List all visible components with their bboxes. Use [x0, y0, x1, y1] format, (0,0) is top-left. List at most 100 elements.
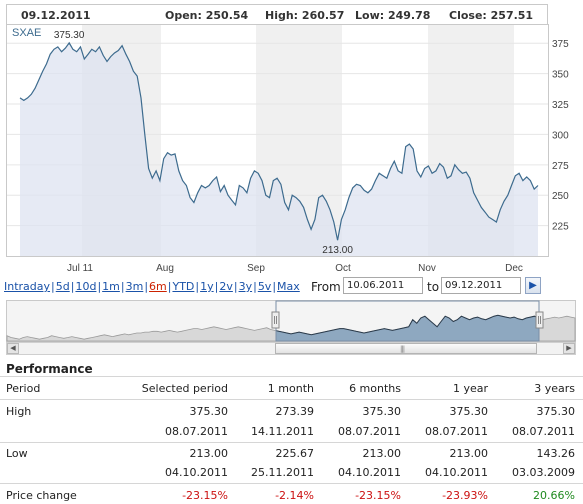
- extreme-value-label: 213.00: [322, 245, 353, 256]
- quote-date: 09.12.2011: [21, 9, 91, 22]
- table-cell: 213.00: [189, 447, 229, 460]
- table-row: Price change -23.15% -2.14% -23.15% -23.…: [0, 485, 583, 504]
- y-tick-label: 250: [552, 191, 569, 202]
- scroll-right-button[interactable]: ▶: [563, 343, 575, 354]
- grip-icon: |||: [400, 345, 405, 353]
- table-cell: 375.30: [189, 405, 229, 418]
- table-cell: 14.11.2011: [251, 425, 314, 438]
- table-cell: 08.07.2011: [512, 425, 575, 438]
- scroll-left-button[interactable]: ◀: [7, 343, 19, 354]
- range-link-5d[interactable]: 5d: [55, 280, 70, 293]
- range-link-1y[interactable]: 1y: [200, 280, 214, 293]
- x-tick-label: Oct: [335, 263, 351, 274]
- table-cell: -2.14%: [275, 489, 314, 502]
- table-cell: 213.00: [449, 447, 489, 460]
- from-date-input[interactable]: [343, 277, 423, 294]
- range-separator: |: [97, 280, 102, 293]
- range-separator: |: [167, 280, 172, 293]
- row-label: Price change: [6, 489, 77, 502]
- row-label: High: [6, 405, 32, 418]
- range-link-max[interactable]: Max: [277, 280, 300, 293]
- table-row: High 375.30 273.39 375.30 375.30 375.30: [0, 401, 583, 423]
- range-link-intraday[interactable]: Intraday: [4, 280, 51, 293]
- arrow-right-icon: ▶: [566, 344, 572, 352]
- column-header: Period: [6, 382, 41, 395]
- y-tick-label: 275: [552, 161, 569, 172]
- range-separator: |: [233, 280, 238, 293]
- to-label: to: [427, 280, 440, 294]
- table-cell: 03.03.2009: [512, 466, 575, 479]
- range-links: Intraday|5d|10d|1m|3m|6m|YTD|1y|2v|3y|5v…: [4, 280, 300, 293]
- y-tick-label: 225: [552, 222, 569, 233]
- range-link-5v[interactable]: 5v: [257, 280, 272, 293]
- y-tick-label: 325: [552, 100, 569, 111]
- table-cell: 273.39: [275, 405, 315, 418]
- range-link-1m[interactable]: 1m: [102, 280, 120, 293]
- table-cell: 08.07.2011: [338, 425, 401, 438]
- table-cell: 375.30: [536, 405, 576, 418]
- range-link-ytd[interactable]: YTD: [172, 280, 195, 293]
- from-label: From: [311, 280, 341, 294]
- performance-title: Performance: [6, 362, 93, 376]
- navigator-handle-left[interactable]: [271, 311, 280, 329]
- navigator-scrollbar[interactable]: ◀ ||| ▶: [6, 342, 576, 355]
- column-header: 1 month: [267, 382, 314, 395]
- column-header: 1 year: [452, 382, 488, 395]
- table-row: Low 213.00 225.67 213.00 213.00 143.26: [0, 443, 583, 465]
- y-tick-label: 375: [552, 39, 569, 50]
- table-cell: 04.10.2011: [338, 466, 401, 479]
- range-separator: |: [253, 280, 257, 293]
- quote-header: 09.12.2011 Open: 250.54 High: 260.57 Low…: [6, 4, 548, 24]
- range-link-2v[interactable]: 2v: [219, 280, 233, 293]
- table-cell: 375.30: [362, 405, 402, 418]
- range-link-6m[interactable]: 6m: [149, 280, 167, 293]
- arrow-right-icon: ▶: [529, 280, 537, 291]
- y-tick-label: 300: [552, 130, 569, 141]
- table-cell: 375.30: [449, 405, 489, 418]
- extreme-value-label: 375.30: [54, 30, 85, 41]
- table-row: 04.10.2011 25.11.2011 04.10.2011 04.10.2…: [0, 462, 583, 484]
- table-cell: 143.26: [536, 447, 576, 460]
- price-chart[interactable]: SXAE 225 250 275 300 325 350 375 Jul 11 Aug Sep O…: [0, 0, 583, 276]
- x-tick-label: Jul 11: [67, 263, 93, 274]
- table-cell: 04.10.2011: [425, 466, 488, 479]
- range-separator: |: [120, 280, 125, 293]
- column-header: Selected period: [141, 382, 228, 395]
- range-separator: |: [144, 280, 149, 293]
- price-line: [19, 41, 539, 241]
- x-tick-label: Aug: [156, 263, 174, 274]
- y-tick-label: 350: [552, 70, 569, 81]
- table-row: 08.07.2011 14.11.2011 08.07.2011 08.07.2…: [0, 421, 583, 443]
- range-controls: Intraday|5d|10d|1m|3m|6m|YTD|1y|2v|3y|5v…: [4, 277, 579, 297]
- table-cell: 08.07.2011: [165, 425, 228, 438]
- chart-frame: [6, 24, 549, 257]
- table-cell: 213.00: [362, 447, 402, 460]
- table-cell: -23.15%: [182, 489, 228, 502]
- price-area: [20, 42, 538, 257]
- range-link-10d[interactable]: 10d: [75, 280, 97, 293]
- navigator-selected-area: [276, 314, 539, 342]
- range-separator: |: [272, 280, 277, 293]
- table-cell: -23.93%: [442, 489, 488, 502]
- go-button[interactable]: ▶: [525, 277, 541, 294]
- range-separator: |: [51, 280, 55, 293]
- range-link-3y[interactable]: 3y: [238, 280, 253, 293]
- arrow-left-icon: ◀: [10, 344, 16, 352]
- table-cell: -23.15%: [355, 489, 401, 502]
- column-header: 6 months: [349, 382, 401, 395]
- navigator-handle-right[interactable]: [535, 311, 544, 329]
- range-separator: |: [70, 280, 75, 293]
- x-tick-label: Sep: [247, 263, 265, 274]
- navigator-chart[interactable]: [6, 300, 576, 342]
- table-cell: 04.10.2011: [165, 466, 228, 479]
- range-link-3m[interactable]: 3m: [125, 280, 144, 293]
- quote-low: Low: 249.78: [355, 9, 431, 22]
- to-date-input[interactable]: [441, 277, 521, 294]
- quote-close: Close: 257.51: [449, 9, 534, 22]
- table-header-row: Period Selected period 1 month 6 months …: [0, 378, 583, 400]
- table-cell: 225.67: [275, 447, 315, 460]
- scrollbar-thumb[interactable]: |||: [275, 343, 537, 354]
- table-cell: 08.07.2011: [425, 425, 488, 438]
- row-label: Low: [6, 447, 28, 460]
- range-separator: |: [195, 280, 200, 293]
